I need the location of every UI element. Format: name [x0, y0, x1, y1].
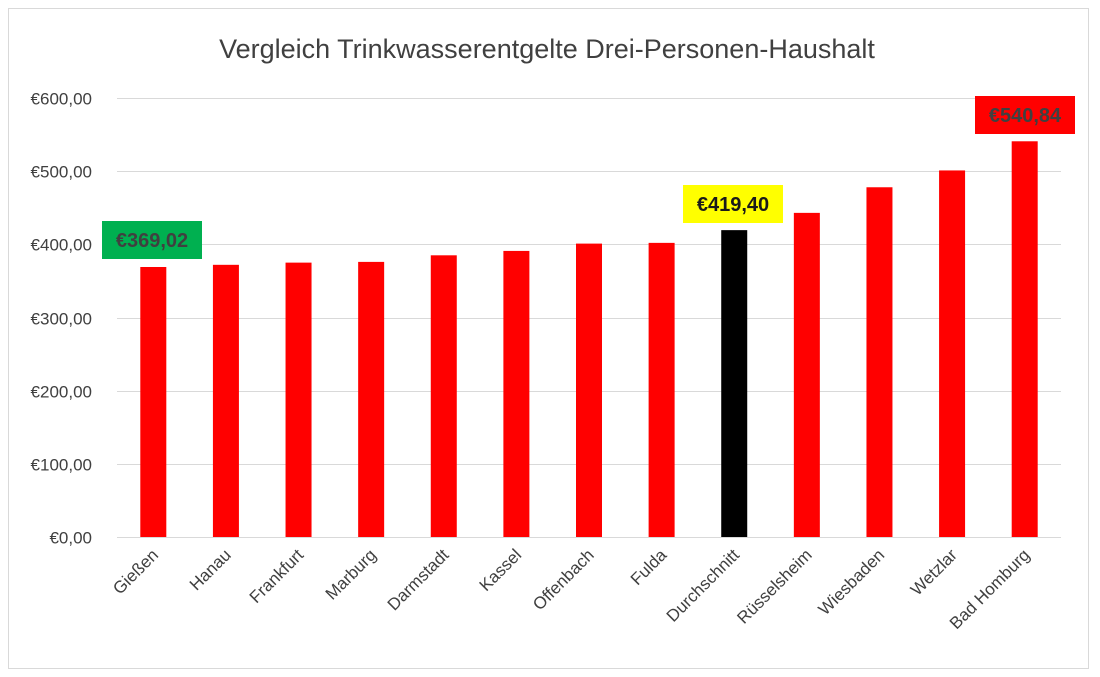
bar-bad-homburg — [1011, 141, 1038, 537]
y-tick-label: €400,00 — [31, 236, 92, 255]
bar-darmstadt — [430, 255, 457, 537]
bar-wetzlar — [939, 170, 966, 537]
bar-kassel — [503, 250, 530, 537]
y-tick-label: €500,00 — [31, 163, 92, 182]
y-tick-label: €300,00 — [31, 310, 92, 329]
y-tick-label: €100,00 — [31, 456, 92, 475]
bar-durchschnitt — [721, 230, 748, 537]
data-label-value: €540,84 — [989, 105, 1062, 127]
bar-marburg — [358, 261, 385, 537]
data-label-value: €369,02 — [116, 230, 188, 252]
bar-wiesbaden — [866, 187, 893, 537]
data-label-box — [102, 221, 202, 259]
y-tick-label: €600,00 — [31, 90, 92, 109]
chart-frame — [8, 8, 1089, 669]
bars — [140, 141, 1038, 537]
data-label-bad-homburg: €540,84 — [975, 96, 1075, 134]
bar-ruesselsheim — [793, 212, 820, 537]
chart-title: Vergleich Trinkwasserentgelte Drei-Perso… — [219, 34, 875, 64]
y-tick-label: €200,00 — [31, 383, 92, 402]
y-axis-tick-labels: €0,00 €100,00 €200,00 €300,00 €400,00 €500,00… — [31, 90, 92, 548]
data-label-durchschnitt: €419,40 — [683, 185, 783, 223]
bar-frankfurt — [285, 262, 312, 537]
data-label-box — [683, 185, 783, 223]
data-label-box — [975, 96, 1075, 134]
data-label-giessen: €369,02 — [102, 221, 202, 259]
bar-fulda — [648, 242, 675, 537]
bar-giessen — [140, 267, 167, 537]
bar-offenbach — [576, 243, 602, 537]
bar-hanau — [212, 264, 239, 537]
y-tick-label: €0,00 — [49, 529, 92, 548]
data-label-value: €419,40 — [697, 194, 769, 216]
data-labels: €369,02 €419,40 €540,84 — [102, 96, 1075, 259]
